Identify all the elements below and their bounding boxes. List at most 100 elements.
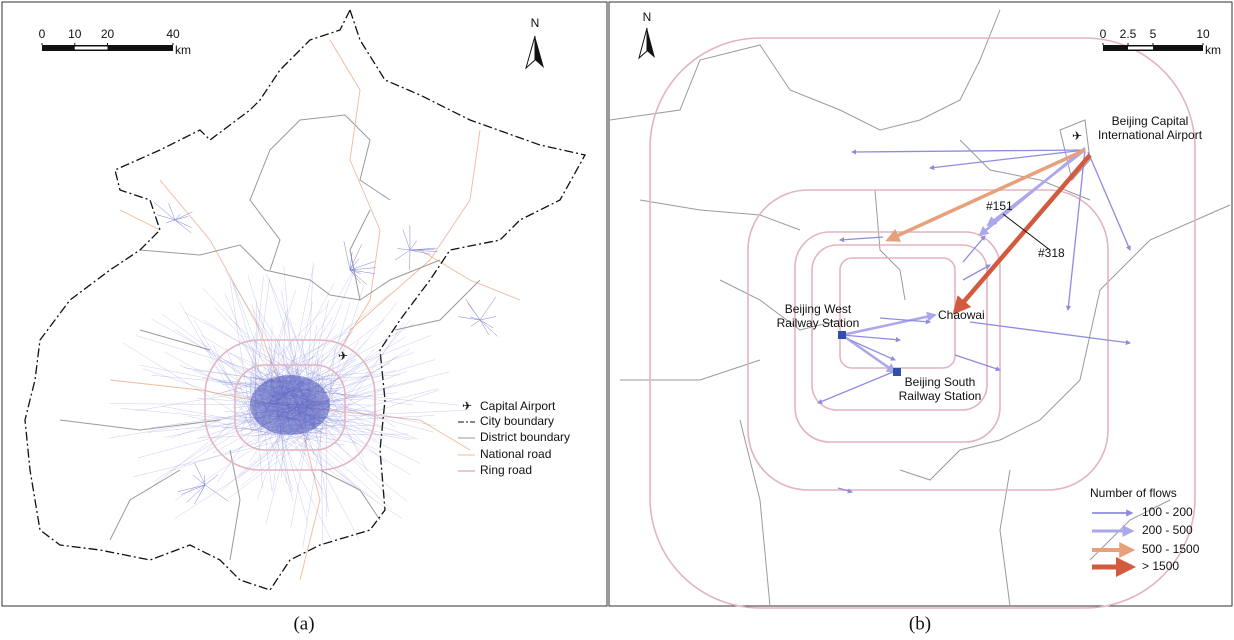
flow-line — [343, 241, 351, 271]
panel-b-frame — [608, 1, 1233, 607]
flow-line — [409, 249, 431, 255]
flow-line — [320, 372, 374, 377]
scale-label: 0 — [39, 27, 46, 41]
flow-line — [204, 474, 219, 486]
flow-line — [479, 319, 498, 337]
north-arrow — [647, 28, 655, 58]
flow-line — [263, 308, 288, 388]
flow-line — [133, 432, 316, 477]
ring-road — [649, 37, 1196, 609]
ring-road — [747, 189, 1109, 491]
flow-arrow — [841, 311, 937, 337]
flows — [817, 147, 1132, 494]
flow-arrow — [841, 333, 897, 374]
flow-line — [322, 284, 365, 416]
flow-line — [206, 359, 253, 401]
flow-line — [199, 484, 206, 496]
flow-line — [156, 214, 176, 221]
flow-line — [165, 219, 176, 224]
airport-label: Beijing Capital — [1112, 114, 1189, 128]
flow-line — [253, 310, 298, 382]
flow-line — [318, 354, 324, 385]
legend-label: 500 - 1500 — [1142, 542, 1200, 556]
flow-line — [409, 240, 417, 251]
flow-line — [192, 474, 206, 486]
flow-line — [409, 249, 438, 252]
flow-line — [458, 316, 481, 321]
flow-line — [279, 427, 374, 499]
flow-line — [302, 417, 325, 549]
flow-line — [311, 371, 450, 406]
flow-arrow — [850, 149, 1086, 155]
legend-airport-icon: ✈ — [462, 399, 472, 413]
airport-label: International Airport — [1098, 128, 1203, 142]
flow-line — [211, 377, 273, 396]
flow-line — [186, 484, 206, 503]
flow-density — [250, 375, 330, 435]
flow-line — [329, 322, 405, 433]
ring-road — [204, 339, 376, 471]
flow-line — [122, 342, 256, 426]
flow-line — [319, 401, 434, 433]
flow-arrow — [838, 236, 884, 243]
station-label: Railway Station — [777, 316, 860, 330]
flow-line — [328, 387, 396, 428]
station-icon — [838, 331, 846, 339]
north-label: N — [531, 16, 540, 30]
flow-line — [228, 425, 326, 499]
legend-label: National road — [480, 447, 551, 461]
legend-title: Number of flows — [1090, 486, 1177, 500]
north-arrow — [525, 35, 536, 70]
scale-bar-segment — [74, 46, 108, 50]
ring-road — [811, 244, 988, 411]
flow-line — [349, 269, 361, 284]
flow-line — [303, 418, 408, 502]
panel-b: ✈ Beijing Capital International Airport … — [609, 9, 1231, 634]
place-label: Chaowai — [938, 308, 985, 322]
flow-line — [326, 432, 393, 502]
district-boundary — [609, 9, 1231, 607]
flow-line — [479, 297, 496, 321]
flow-line — [282, 292, 391, 382]
legend-label: District boundary — [480, 430, 570, 444]
flow-arrow — [928, 149, 1086, 171]
flow-line — [262, 418, 292, 493]
flow-line — [174, 211, 193, 221]
leader-line — [1002, 213, 1051, 251]
flow-line — [135, 335, 275, 377]
flow-line — [161, 405, 259, 425]
scale-label: 40 — [166, 27, 180, 41]
scale-label: 20 — [101, 27, 115, 41]
flow-arrow — [954, 354, 1001, 372]
station-label: Railway Station — [899, 389, 982, 403]
flow-line — [174, 219, 192, 234]
flow-line — [349, 269, 376, 274]
flow-line — [349, 244, 362, 271]
scale-bar-segment — [1128, 46, 1153, 50]
flow-line — [181, 484, 206, 495]
flow-line — [470, 316, 481, 321]
flow-line — [193, 319, 258, 429]
flow-line — [229, 277, 253, 427]
city-boundary — [24, 8, 586, 591]
flow-arrow — [879, 317, 932, 325]
flow-line — [254, 279, 270, 392]
caption: (b) — [909, 613, 931, 634]
flow-line — [221, 429, 289, 492]
legend-label: City boundary — [480, 414, 554, 428]
flow-line — [252, 304, 329, 382]
flow-line — [329, 433, 409, 435]
scale-unit: km — [175, 43, 191, 57]
flow-line — [313, 409, 471, 418]
flow-arrow — [849, 339, 896, 361]
flow-arrow — [1087, 151, 1131, 251]
flow-line — [174, 213, 181, 221]
flow-arrow — [986, 149, 1086, 227]
airport-icon: ✈ — [338, 349, 348, 363]
flow-line — [179, 302, 252, 430]
north-label: N — [643, 10, 652, 24]
flow-line — [204, 484, 229, 502]
flow-line — [264, 433, 273, 491]
flow-arrow — [885, 148, 1086, 242]
